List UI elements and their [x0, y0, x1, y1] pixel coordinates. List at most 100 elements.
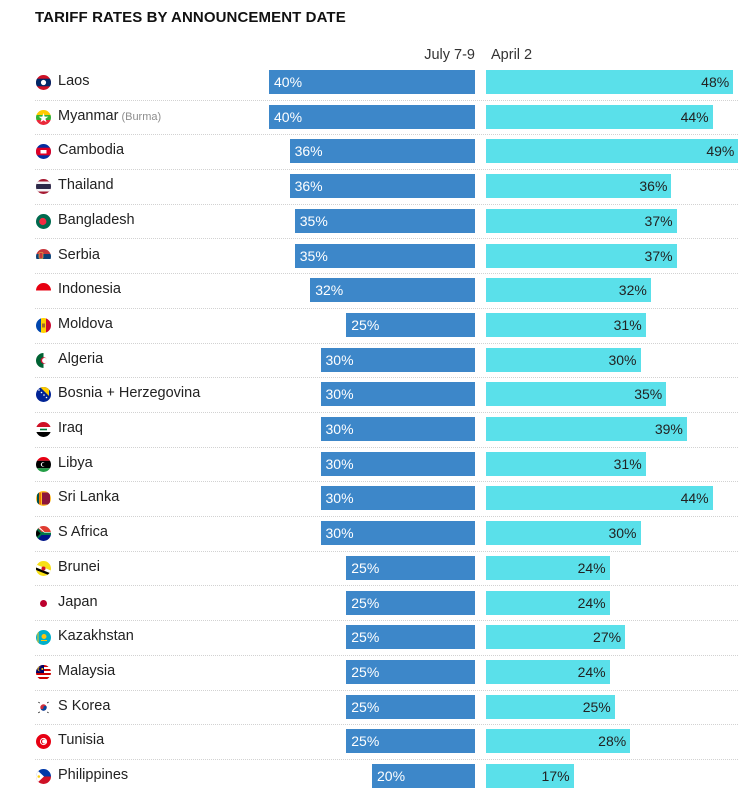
chart-row: Bosnia + Herzegovina 30% 35%: [0, 378, 747, 413]
category-label: S Korea: [58, 697, 111, 714]
bar-april: [486, 694, 615, 719]
algeria-flag-icon: [36, 352, 51, 368]
libya-flag-icon: [36, 456, 51, 472]
value-label-april: 25%: [582, 698, 611, 715]
chart-row: Libya 30% 31%: [0, 448, 747, 483]
bar-april: [486, 174, 672, 199]
chart-row: Brunei 25% 24%: [0, 552, 747, 587]
row-divider: [35, 654, 738, 656]
chart-row: Serbia 35% 37%: [0, 240, 747, 275]
bar-july: [269, 104, 475, 129]
value-label-april: 24%: [577, 594, 606, 611]
value-label-july: 25%: [351, 316, 380, 333]
row-divider: [35, 516, 738, 518]
bar-july: [320, 451, 475, 476]
bar-april: [486, 590, 610, 615]
category-label: Moldova: [58, 315, 113, 332]
moldova-flag-icon: [36, 317, 51, 333]
bar-july: [320, 521, 475, 546]
row-divider: [35, 203, 738, 205]
bar-april: [486, 555, 610, 580]
row-divider: [35, 481, 738, 483]
thailand-flag-icon: [36, 179, 51, 195]
bar-july: [346, 555, 475, 580]
chart-row: Sri Lanka 30% 44%: [0, 482, 747, 518]
category-label: Malaysia: [58, 662, 116, 679]
row-divider: [35, 273, 738, 275]
value-label-april: 30%: [608, 525, 637, 542]
category-label: Laos: [58, 73, 90, 89]
category-label: Serbia: [58, 246, 100, 263]
chart-row: Thailand 36% 36%: [0, 170, 747, 205]
bar-july: [269, 70, 475, 94]
value-label-april: 37%: [644, 212, 673, 229]
chart-row: Iraq 30% 39%: [0, 413, 747, 448]
bar-july: [320, 347, 475, 372]
value-label-april: 48%: [701, 74, 730, 90]
chart-row: Kazakhstan 25% 27%: [0, 621, 747, 656]
value-label-july: 30%: [325, 421, 354, 437]
bar-april: [486, 729, 631, 754]
sri-lanka-flag-icon: [36, 491, 51, 507]
value-label-april: 31%: [613, 455, 642, 472]
value-label-july: 30%: [325, 351, 354, 368]
serbia-flag-icon: [36, 248, 51, 264]
row-divider: [35, 169, 738, 171]
legend-july: July 7-9: [424, 47, 475, 63]
indonesia-flag-icon: [36, 283, 51, 299]
category-label: Libya: [58, 454, 93, 471]
bar-july: [346, 590, 475, 615]
bar-july: [294, 243, 475, 268]
category-label: Japan: [58, 593, 98, 610]
category-label: Tunisia: [58, 732, 105, 749]
brunei-flag-icon: [36, 560, 51, 576]
row-divider: [35, 620, 738, 622]
bar-april: [486, 625, 626, 650]
category-label: Myanmar (Burma): [58, 107, 162, 124]
bar-april: [486, 208, 677, 233]
value-label-july: 40%: [274, 108, 303, 125]
japan-flag-icon: [36, 595, 51, 611]
value-label-july: 36%: [294, 178, 323, 195]
value-label-april: 35%: [634, 386, 663, 403]
value-label-july: 25%: [351, 733, 380, 750]
value-label-april: 17%: [541, 768, 570, 784]
bar-july: [289, 139, 475, 164]
value-label-april: 44%: [680, 108, 709, 125]
bar-july: [346, 312, 475, 337]
value-label-april: 24%: [577, 559, 606, 576]
category-label: Cambodia: [58, 142, 125, 159]
legend-april: April 2: [491, 47, 533, 63]
bar-july: [289, 174, 475, 199]
value-label-july: 25%: [351, 698, 380, 715]
row-divider: [35, 99, 738, 101]
bar-july: [320, 486, 475, 511]
bar-july: [294, 208, 475, 233]
malaysia-flag-icon: [36, 664, 51, 680]
bar-july: [310, 278, 475, 303]
chart-row: Laos 40% 48%: [0, 66, 747, 101]
value-label-july: 30%: [325, 455, 354, 472]
row-divider: [35, 550, 738, 552]
category-label: Thailand: [58, 177, 114, 194]
bar-april: [486, 70, 734, 94]
category-label: Bosnia + Herzegovina: [58, 385, 201, 402]
laos-flag-icon: [36, 75, 51, 90]
row-divider: [35, 724, 738, 726]
bar-april: [486, 417, 687, 441]
value-label-july: 30%: [325, 525, 354, 542]
category-label: S Africa: [58, 524, 108, 541]
bar-april: [486, 382, 667, 407]
chart-row: Bangladesh 35% 37%: [0, 205, 747, 240]
chart-title: TARIFF RATES BY ANNOUNCEMENT DATE: [35, 9, 346, 26]
value-label-april: 44%: [680, 490, 709, 507]
value-label-july: 35%: [299, 247, 328, 264]
bar-april: [486, 278, 651, 303]
bar-april: [486, 243, 677, 268]
chart-row: Tunisia 25% 28%: [0, 725, 747, 760]
bar-april: [486, 312, 646, 337]
tunisia-flag-icon: [36, 734, 51, 750]
bar-july: [372, 764, 475, 788]
bar-july: [346, 729, 475, 754]
value-label-july: 25%: [351, 629, 380, 646]
